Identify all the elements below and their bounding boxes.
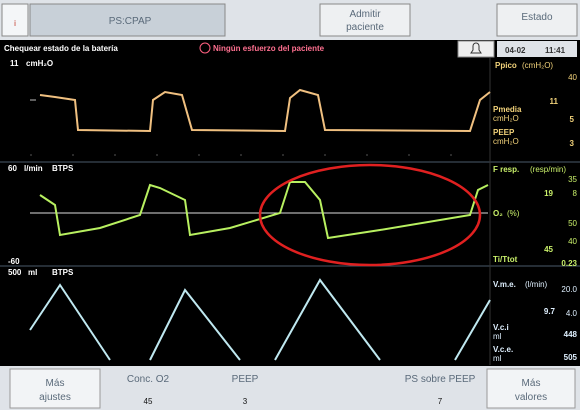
battery-alarm: Chequear estado de la batería [4, 44, 118, 53]
patient-icon-glyph: i [14, 19, 16, 28]
measure-unit: cmH₂O [493, 137, 519, 146]
measure-unit: (l/min) [525, 280, 548, 289]
alarm-icon [199, 42, 211, 54]
admit-button[interactable] [319, 3, 411, 37]
measure-value: 45 [544, 245, 553, 254]
pressure-wave [39, 88, 491, 133]
measure-label: Ppico [495, 61, 517, 70]
annotation-circle [258, 163, 482, 267]
measure-value: 19 [544, 189, 553, 198]
setting-label: PEEP [232, 374, 259, 385]
admit-label: paciente [346, 22, 384, 33]
measure-value: 11 [550, 97, 559, 106]
mode: PS:CPAP [109, 16, 152, 27]
setting-label: Conc. O2 [127, 374, 170, 385]
alarm-high: 35 [568, 175, 577, 184]
scale-top: 11 [10, 59, 19, 68]
date: 04-02 [505, 46, 526, 55]
measure-label: V.c.e. [493, 345, 513, 354]
alarm-low: 40 [568, 237, 577, 246]
measure-label: V.c.i [493, 323, 509, 332]
measure-unit: (resp/min) [530, 165, 566, 174]
scale-bottom: -60 [8, 257, 20, 266]
scale-top: 60 [8, 164, 17, 173]
condition: BTPS [52, 164, 74, 173]
unit: l/min [24, 164, 43, 173]
more-values-label: Más [522, 378, 541, 389]
measure-label: F resp. [493, 165, 519, 174]
measure-value: 9.7 [544, 307, 556, 316]
patient-icon[interactable] [1, 3, 29, 37]
setting-label: PS sobre PEEP [405, 374, 476, 385]
more-values-button[interactable] [486, 368, 576, 409]
unit: cmH₂O [26, 59, 53, 68]
clock-box [497, 41, 577, 57]
patient-alarm: Ningún esfuerzo del paciente [213, 44, 325, 53]
measure-unit: ml [493, 332, 502, 341]
bell-icon [470, 42, 482, 54]
measure-label: O₂ [493, 209, 503, 218]
more-settings-label: Más [46, 378, 65, 389]
measure-unit: (%) [507, 209, 520, 218]
measure-unit: ml [493, 354, 502, 363]
time: 11:41 [545, 46, 566, 55]
alarm-high: 50 [568, 219, 577, 228]
mode-button[interactable] [29, 3, 226, 37]
setting-value[interactable]: 3 [243, 397, 248, 406]
setting-value[interactable]: 7 [438, 397, 443, 406]
condition: BTPS [52, 268, 74, 277]
alarm-high: 20.0 [561, 285, 577, 294]
more-values-label: valores [515, 392, 547, 403]
measure-label: Pmedia [493, 105, 522, 114]
setting-value[interactable]: 45 [144, 397, 153, 406]
measure-unit: cmH₂O [493, 114, 519, 123]
scale-top: 500 [8, 268, 22, 277]
measure-unit: (cmH₂O) [522, 61, 553, 70]
measure-value: 0.23 [561, 259, 577, 268]
measure-label: Ti/Ttot [493, 255, 518, 264]
more-settings-button[interactable] [9, 368, 101, 409]
measure-value: 448 [564, 330, 578, 339]
measure-label: V.m.e. [493, 280, 516, 289]
unit: ml [28, 268, 37, 277]
measure-value: 5 [570, 115, 575, 124]
flow-wave [39, 181, 489, 240]
alarm-low: 4.0 [566, 309, 578, 318]
measure-value: 505 [564, 353, 578, 362]
measure-value: 3 [570, 139, 575, 148]
more-settings-label: ajustes [39, 392, 71, 403]
measure-label: PEEP [493, 128, 515, 137]
volume-wave [29, 278, 491, 361]
status-label: Estado [521, 12, 553, 23]
status-button[interactable] [496, 3, 578, 37]
bell-button[interactable] [457, 40, 495, 58]
alarm-low: 8 [573, 189, 578, 198]
alarm-high: 40 [568, 73, 577, 82]
admit-label: Admitir [349, 9, 381, 20]
